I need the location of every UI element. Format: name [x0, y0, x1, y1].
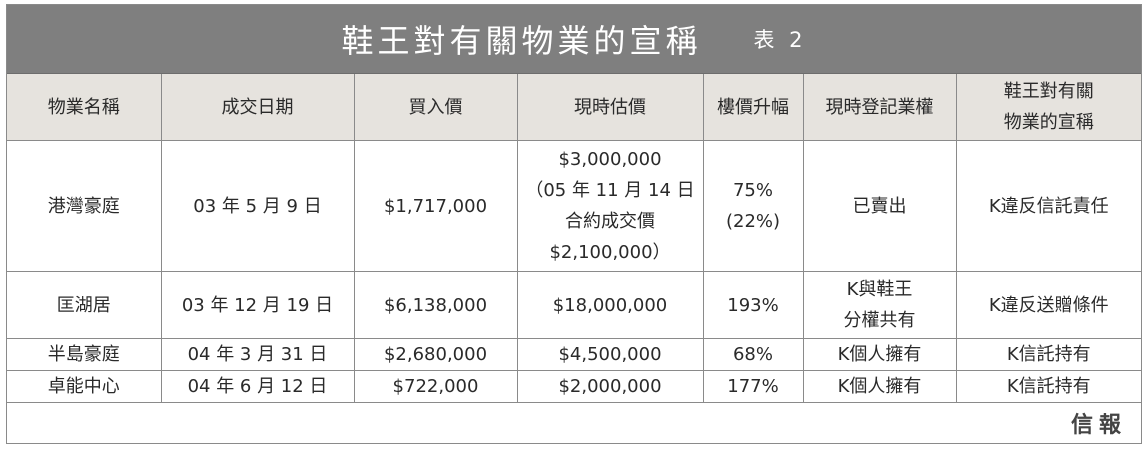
transaction-date-cell: 04 年 6 月 12 日: [160, 370, 355, 403]
claim-cell: K違反送贈條件: [955, 271, 1141, 339]
price-increase-cell: 75% (22%): [702, 140, 804, 272]
transaction-date-cell: 03 年 5 月 9 日: [160, 140, 355, 272]
header-cell: 現時估價: [516, 74, 704, 141]
property-name-cell: 半島豪庭: [7, 338, 162, 371]
property-table: 物業名稱 成交日期 買入價 現時估價 樓價升幅 現時登記業權 鞋王對有關 物業的宣…: [7, 74, 1141, 403]
registered-ownership-cell: 已賣出: [802, 140, 957, 272]
purchase-price-cell: $722,000: [353, 370, 518, 403]
price-increase-cell: 68%: [702, 338, 804, 371]
price-increase-cell: 177%: [702, 370, 804, 403]
purchase-price-cell: $6,138,000: [353, 271, 518, 339]
header-cell: 買入價: [353, 74, 518, 141]
current-valuation-cell: $2,000,000: [516, 370, 704, 403]
header-cell: 鞋王對有關 物業的宣稱: [955, 74, 1141, 141]
table-row: 卓能中心 04 年 6 月 12 日 $722,000 $2,000,000 1…: [7, 370, 1141, 403]
document-frame: 鞋王對有關物業的宣稱 表 2 物業名稱 成交日期 買入價 現時估價 樓價升幅 現…: [6, 4, 1142, 444]
table-number: 表 2: [753, 28, 807, 52]
header-cell: 成交日期: [160, 74, 355, 141]
claim-cell: K信託持有: [955, 338, 1141, 371]
table-row: 半島豪庭 04 年 3 月 31 日 $2,680,000 $4,500,000…: [7, 338, 1141, 371]
source-logo: 信報: [1070, 412, 1127, 438]
registered-ownership-cell: K與鞋王 分權共有: [802, 271, 957, 339]
transaction-date-cell: 03 年 12 月 19 日: [160, 271, 355, 339]
header-cell: 物業名稱: [7, 74, 162, 141]
footer: 信報: [7, 403, 1141, 443]
table-title: 鞋王對有關物業的宣稱: [341, 22, 702, 60]
property-name-cell: 港灣豪庭: [7, 140, 162, 272]
registered-ownership-cell: K個人擁有: [802, 338, 957, 371]
table-row: 港灣豪庭 03 年 5 月 9 日 $1,717,000 $3,000,000 …: [7, 140, 1141, 272]
transaction-date-cell: 04 年 3 月 31 日: [160, 338, 355, 371]
table-row: 匡湖居 03 年 12 月 19 日 $6,138,000 $18,000,00…: [7, 271, 1141, 339]
current-valuation-cell: $4,500,000: [516, 338, 704, 371]
current-valuation-cell: $3,000,000 （05 年 11 月 14 日 合約成交價 $2,100,…: [516, 140, 704, 272]
title-bar: 鞋王對有關物業的宣稱 表 2: [7, 5, 1141, 74]
header-row: 物業名稱 成交日期 買入價 現時估價 樓價升幅 現時登記業權 鞋王對有關 物業的宣…: [7, 74, 1141, 141]
registered-ownership-cell: K個人擁有: [802, 370, 957, 403]
purchase-price-cell: $1,717,000: [353, 140, 518, 272]
header-cell: 樓價升幅: [702, 74, 804, 141]
purchase-price-cell: $2,680,000: [353, 338, 518, 371]
current-valuation-cell: $18,000,000: [516, 271, 704, 339]
property-name-cell: 卓能中心: [7, 370, 162, 403]
claim-cell: K違反信託責任: [955, 140, 1141, 272]
price-increase-cell: 193%: [702, 271, 804, 339]
claim-cell: K信託持有: [955, 370, 1141, 403]
header-cell: 現時登記業權: [802, 74, 957, 141]
property-name-cell: 匡湖居: [7, 271, 162, 339]
